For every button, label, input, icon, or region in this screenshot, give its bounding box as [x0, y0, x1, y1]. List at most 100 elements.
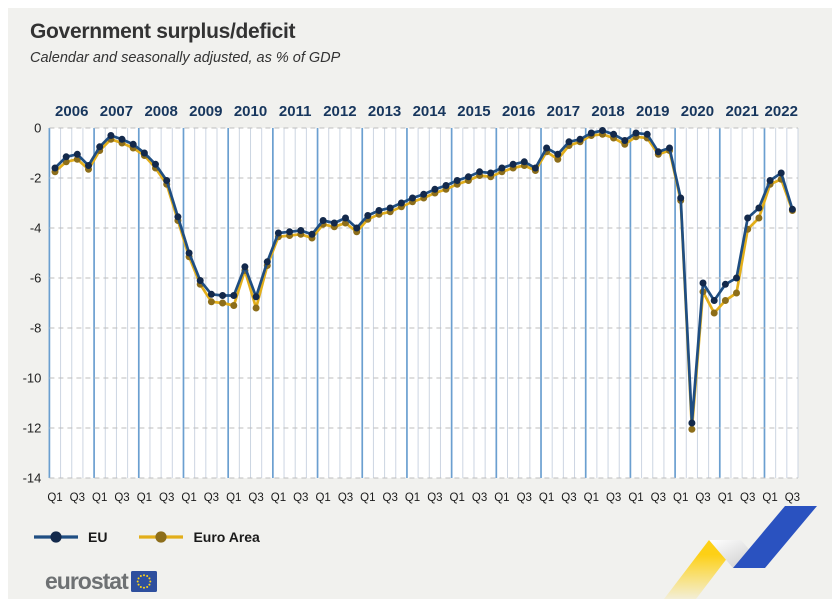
eu-data-point [196, 277, 204, 284]
chart-legend: EU Euro Area [33, 527, 260, 547]
year-label: 2021 [725, 103, 758, 120]
flag-star [136, 580, 139, 583]
eu-data-point [219, 292, 227, 299]
eu-data-point [487, 169, 495, 177]
eu-data-point [252, 293, 260, 301]
eu-data-point [688, 419, 696, 427]
eu-data-point [308, 230, 316, 238]
eu-data-point [654, 148, 662, 156]
year-label: 2018 [591, 103, 624, 120]
x-axis-label: Q1 [226, 492, 241, 504]
x-axis-label: Q3 [248, 492, 263, 504]
eu-data-point [364, 212, 372, 219]
x-axis-label: Q1 [315, 492, 330, 504]
year-label: 2016 [502, 103, 535, 120]
x-axis-label: Q1 [494, 492, 509, 504]
x-axis-label: Q3 [70, 492, 85, 504]
euro-area-data-point [252, 304, 260, 312]
flag-star [145, 585, 148, 588]
eu-data-point [431, 185, 439, 193]
x-axis-label: Q3 [472, 492, 487, 504]
eu-data-point [576, 135, 584, 143]
flag-star [139, 585, 142, 588]
eu-data-point [118, 135, 126, 143]
x-axis-label: Q3 [204, 492, 219, 504]
eu-data-point [274, 229, 282, 237]
x-axis-label: Q1 [584, 492, 599, 504]
x-axis-label: Q1 [450, 492, 465, 504]
eu-data-point [241, 263, 249, 271]
year-label: 2014 [413, 103, 447, 120]
x-axis-label: Q3 [383, 492, 398, 504]
eu-data-point [230, 292, 238, 299]
year-label: 2009 [189, 103, 222, 120]
eu-data-point [442, 182, 450, 189]
eu-data-point [531, 164, 539, 172]
eu-data-point [319, 217, 327, 224]
page-title: Government surplus/deficit [30, 20, 296, 43]
year-label: 2022 [765, 103, 798, 120]
x-axis-label: Q1 [360, 492, 375, 504]
eu-data-point [342, 214, 349, 222]
x-axis-label: Q3 [651, 492, 666, 504]
y-axis-label: -4 [30, 221, 42, 236]
euro-area-data-point [688, 425, 696, 433]
eu-data-point [710, 297, 718, 304]
euro-area-data-point [733, 289, 740, 297]
x-axis-label: Q3 [114, 492, 129, 504]
eurostat-logo: eurostat [45, 567, 157, 593]
flag-star [142, 574, 145, 577]
eu-data-point [520, 158, 528, 166]
year-label: 2020 [681, 103, 714, 120]
eu-data-point [353, 224, 361, 232]
eu-data-point [476, 168, 484, 176]
eu-series-swatch-icon [34, 531, 78, 543]
euro-area-data-point [554, 155, 562, 163]
x-axis-label: Q3 [159, 492, 174, 504]
x-axis-label: Q1 [137, 492, 152, 504]
y-axis-label: -10 [23, 371, 42, 386]
legend-label-eu: EU [88, 529, 108, 545]
y-axis-label: -14 [23, 471, 42, 486]
y-axis-label: -2 [30, 171, 42, 186]
flag-star [142, 586, 145, 589]
eu-data-point [733, 274, 740, 282]
eu-data-point [185, 249, 193, 257]
x-axis-label: Q3 [427, 492, 442, 504]
year-label: 2007 [100, 103, 133, 120]
euro-area-data-point [207, 298, 215, 306]
eu-data-point [375, 207, 383, 214]
eu-data-point [498, 164, 506, 172]
flag-star [148, 577, 151, 580]
eu-data-point [666, 144, 673, 152]
eu-data-point [699, 279, 707, 287]
x-axis-label: Q3 [517, 492, 532, 504]
year-label: 2019 [636, 103, 669, 120]
euro-area-data-point [219, 299, 227, 307]
year-label: 2011 [279, 103, 312, 120]
eu-data-point [152, 160, 159, 168]
year-label: 2015 [457, 103, 490, 120]
page-subtitle: Calendar and seasonally adjusted, as % o… [30, 50, 341, 66]
x-axis-label: Q1 [628, 492, 643, 504]
eu-data-point [330, 219, 338, 227]
x-axis-label: Q1 [673, 492, 688, 504]
eu-data-point [174, 213, 182, 221]
eu-data-point [464, 173, 472, 181]
eu-data-point [587, 129, 595, 137]
eu-data-point [766, 177, 774, 184]
eu-data-point [286, 228, 294, 236]
euro-area-series-swatch-icon [139, 531, 184, 543]
year-label: 2006 [55, 103, 88, 120]
eu-data-point [386, 204, 394, 212]
eu-data-point [599, 127, 606, 134]
eu-data-point [621, 137, 629, 144]
x-axis-label: Q3 [606, 492, 621, 504]
eu-flag-icon [130, 571, 157, 592]
euro-area-data-point [710, 309, 718, 317]
eu-data-point [129, 140, 137, 148]
y-axis-label: -8 [30, 321, 42, 336]
x-axis-label: Q3 [338, 492, 353, 504]
x-axis-label: Q1 [271, 492, 286, 504]
